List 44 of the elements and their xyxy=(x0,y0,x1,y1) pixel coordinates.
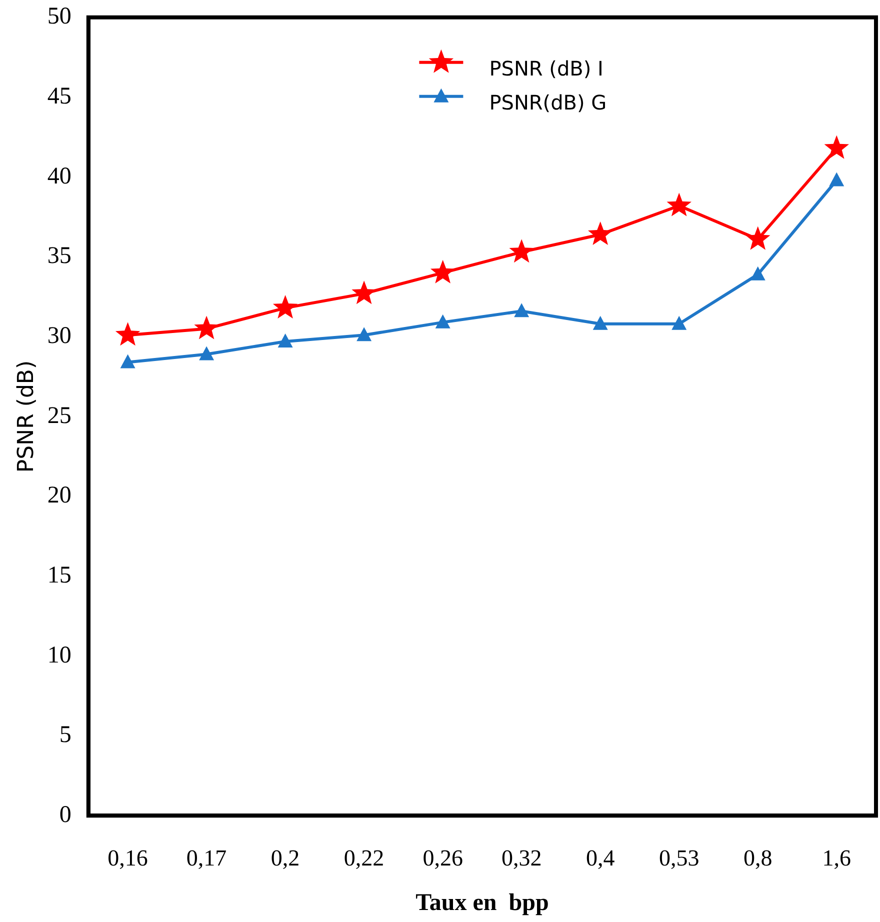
y-tick-label: 30 xyxy=(47,322,72,349)
y-axis-title: PSNR (dB) xyxy=(14,360,39,473)
point xyxy=(430,260,456,284)
y-tick-label: 15 xyxy=(47,562,72,588)
x-tick-label: 0,17 xyxy=(186,845,227,870)
point xyxy=(199,346,214,360)
point xyxy=(666,192,692,216)
point xyxy=(115,322,140,346)
y-tick-label: 0 xyxy=(59,802,72,828)
point xyxy=(672,316,687,330)
point xyxy=(592,316,608,330)
point xyxy=(750,266,766,280)
point xyxy=(588,222,613,246)
x-tick-label: 0,32 xyxy=(501,845,542,870)
y-tick-label: 45 xyxy=(47,84,72,110)
y-tick-label: 40 xyxy=(47,163,72,190)
point xyxy=(435,314,450,328)
point xyxy=(120,354,136,368)
x-tick-label: 0,53 xyxy=(658,845,700,870)
x-tick-label: 0,2 xyxy=(270,845,300,870)
y-tick-label: 25 xyxy=(47,402,72,429)
x-tick-label: 0,4 xyxy=(586,845,616,870)
x-tick-label: 0,16 xyxy=(108,845,148,870)
point xyxy=(272,294,298,318)
x-tick-label: 1,6 xyxy=(822,845,851,870)
x-axis-title: Taux en bpp xyxy=(416,890,549,916)
y-tick-label: 35 xyxy=(47,243,72,270)
point xyxy=(745,226,770,250)
legend-label: PSNR (dB) I xyxy=(489,56,604,81)
point xyxy=(514,303,530,318)
point xyxy=(356,327,372,342)
y-tick-label: 10 xyxy=(47,642,72,668)
x-tick-label: 0,8 xyxy=(743,845,772,870)
point xyxy=(824,135,849,159)
point xyxy=(352,280,376,304)
point xyxy=(509,239,534,263)
point xyxy=(829,172,844,186)
legend-label: PSNR(dB) G xyxy=(489,90,607,115)
y-tick-label: 20 xyxy=(47,482,72,509)
x-tick-label: 0,22 xyxy=(344,845,384,870)
x-tick-label: 0,26 xyxy=(422,845,463,870)
point xyxy=(278,333,293,348)
y-tick-label: 50 xyxy=(47,4,72,30)
y-tick-label: 5 xyxy=(59,722,72,748)
